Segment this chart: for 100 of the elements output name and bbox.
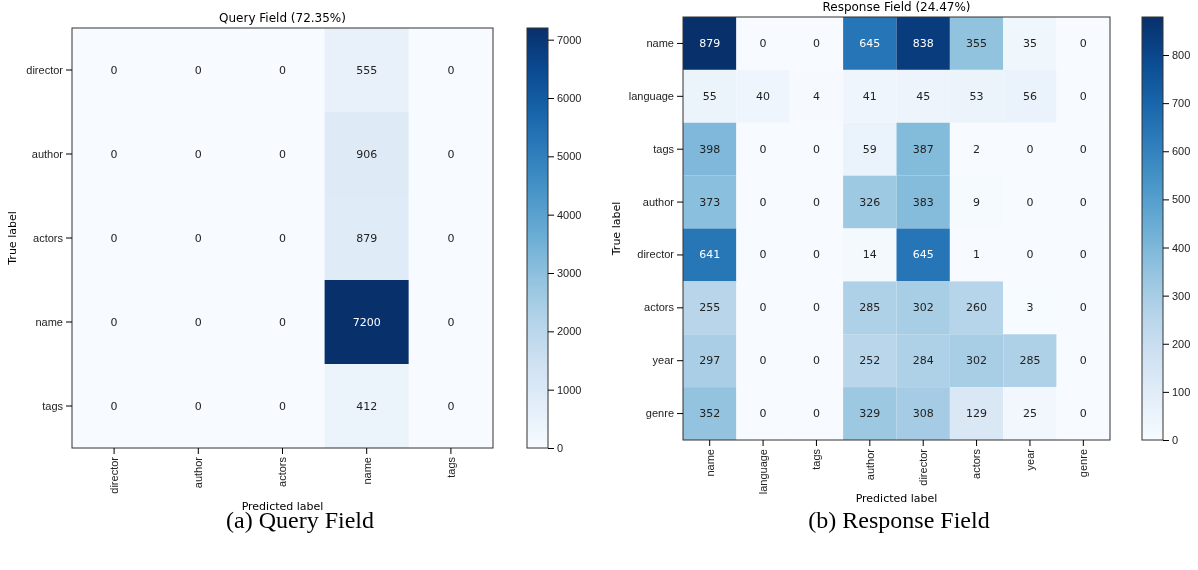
data-label: 25 [1022, 407, 1037, 421]
data-label: 14 [862, 248, 877, 262]
x-axis-title: Predicted label [855, 492, 938, 505]
data-label: 59 [862, 142, 877, 156]
data-label: 0 [759, 195, 767, 209]
data-label: 129 [966, 407, 988, 421]
x-tick-label: name [360, 457, 373, 485]
y-tick-label: language [628, 89, 674, 102]
x-tick-label: author [863, 448, 876, 481]
data-label: 285 [859, 301, 881, 315]
data-label: 0 [1079, 248, 1087, 262]
data-label: 284 [912, 354, 934, 368]
data-label: 387 [912, 142, 934, 156]
data-label: 0 [110, 147, 118, 161]
data-label: 0 [194, 231, 202, 245]
data-label: 0 [447, 63, 455, 77]
data-label: 355 [966, 36, 988, 50]
color-bar-label: 500 [1172, 193, 1191, 206]
y-tick-label: director [637, 248, 675, 261]
x-tick-label: actors [970, 448, 983, 479]
chart-title: Response Field (24.47%) [822, 0, 971, 14]
data-label: 35 [1022, 36, 1037, 50]
y-tick-label: author [642, 195, 675, 208]
data-label: 0 [1079, 195, 1087, 209]
color-bar-label: 300 [1172, 289, 1191, 302]
data-label: 0 [279, 231, 286, 245]
chart-title: Query Field (72.35%) [219, 11, 346, 25]
data-label: 641 [699, 248, 721, 262]
data-label: 838 [912, 36, 934, 50]
y-tick-label: tags [653, 142, 675, 155]
data-label: 0 [759, 248, 767, 262]
color-bar-label: 6000 [557, 92, 582, 105]
data-label: 0 [1079, 89, 1087, 103]
y-tick-label: year [652, 354, 675, 367]
data-label: 0 [194, 63, 202, 77]
x-tick-label: name [703, 449, 716, 477]
data-label: 0 [194, 147, 202, 161]
color-bar-label: 400 [1172, 241, 1191, 254]
data-label: 352 [699, 407, 721, 421]
data-label: 879 [356, 231, 378, 245]
data-label: 3 [1026, 301, 1034, 315]
data-label: 412 [356, 399, 378, 413]
data-label: 0 [279, 63, 286, 77]
x-tick-label: tags [444, 456, 457, 478]
color-bar-label: 4000 [557, 208, 582, 221]
data-label: 0 [812, 36, 820, 50]
data-label: 0 [759, 36, 767, 50]
color-bar-label: 200 [1172, 337, 1191, 350]
data-label: 0 [759, 142, 767, 156]
data-label: 2 [973, 142, 981, 156]
data-label: 255 [699, 301, 721, 315]
data-label: 0 [1079, 354, 1087, 368]
data-label: 56 [1022, 89, 1037, 103]
x-tick-label: director [107, 456, 120, 494]
y-tick-label: name [646, 36, 674, 49]
y-tick-label: actors [33, 231, 64, 244]
data-label: 0 [194, 315, 202, 329]
x-tick-label: year [1023, 448, 1036, 471]
data-label: 55 [702, 89, 717, 103]
color-bar-label: 600 [1172, 145, 1191, 158]
data-label: 0 [447, 231, 455, 245]
x-tick-label: language [756, 449, 769, 495]
color-bar-label: 7000 [557, 33, 582, 46]
y-tick-label: name [35, 315, 63, 328]
data-label: 0 [279, 399, 286, 413]
color-bar-label: 0 [557, 442, 564, 455]
data-label: 7200 [352, 315, 381, 329]
data-label: 0 [279, 147, 286, 161]
data-label: 0 [447, 315, 455, 329]
data-label: 302 [966, 354, 988, 368]
color-bar-label: 700 [1172, 97, 1191, 110]
data-label: 302 [912, 301, 934, 315]
data-label: 0 [759, 407, 767, 421]
data-label: 308 [912, 407, 934, 421]
data-label: 0 [1026, 195, 1034, 209]
data-label: 0 [110, 231, 118, 245]
data-label: 0 [812, 301, 820, 315]
data-label: 53 [969, 89, 984, 103]
data-label: 0 [812, 142, 820, 156]
data-label: 1 [973, 248, 981, 262]
data-label: 0 [759, 354, 767, 368]
color-bar-label: 100 [1172, 385, 1191, 398]
data-label: 0 [110, 399, 118, 413]
color-bar-label: 1000 [557, 383, 582, 396]
data-label: 906 [356, 147, 378, 161]
data-label: 297 [699, 354, 721, 368]
data-label: 398 [699, 142, 721, 156]
data-label: 879 [699, 36, 721, 50]
data-label: 0 [1026, 248, 1034, 262]
color-bar-label: 5000 [557, 150, 582, 163]
color-bar-label: 800 [1172, 49, 1191, 62]
data-label: 45 [916, 89, 931, 103]
data-label: 383 [912, 195, 934, 209]
data-label: 555 [356, 63, 378, 77]
data-label: 0 [812, 354, 820, 368]
data-label: 0 [1079, 407, 1087, 421]
text: (b) Response Field [808, 507, 990, 533]
data-label: 0 [447, 399, 455, 413]
data-label: 0 [1079, 36, 1087, 50]
data-label: 285 [1019, 354, 1041, 368]
